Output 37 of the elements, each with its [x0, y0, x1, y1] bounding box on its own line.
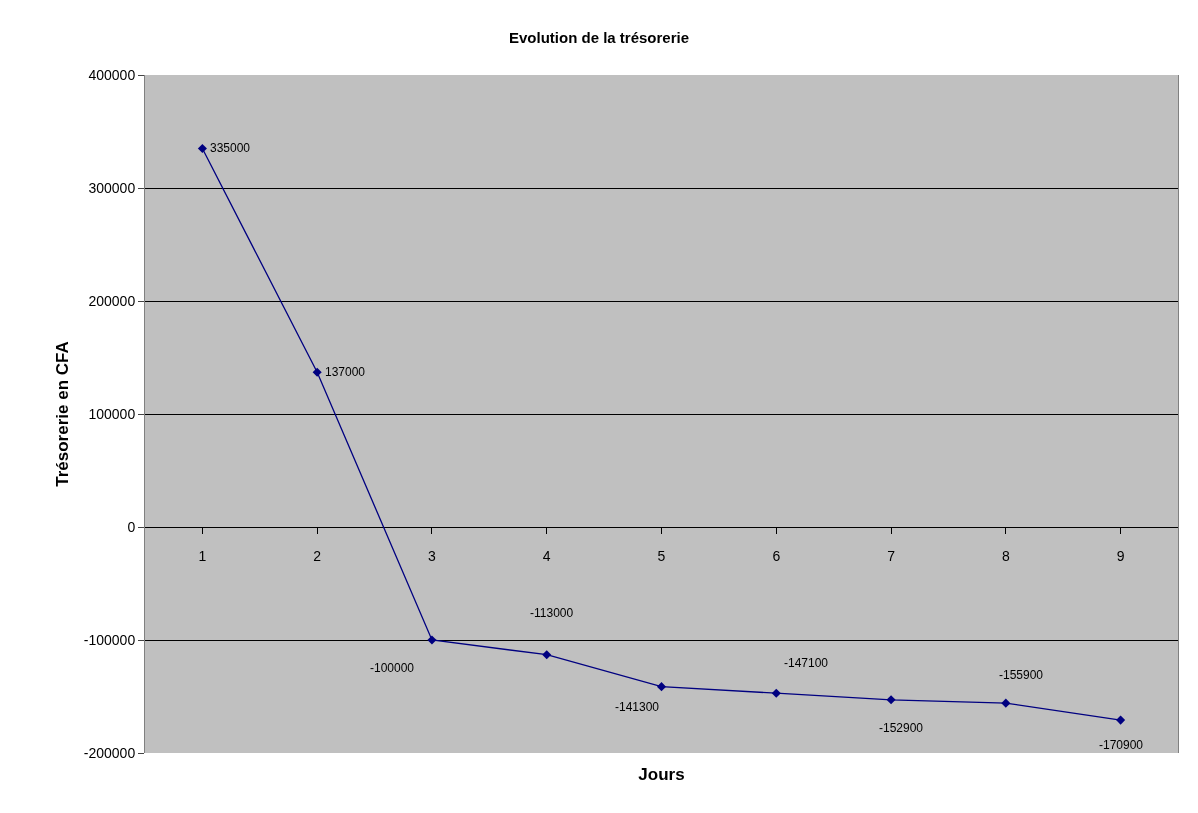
point: [656, 682, 667, 692]
y-tick-label: -100000: [83, 631, 136, 648]
x-tick-label: 2: [313, 547, 322, 564]
x-tick-label: 9: [1116, 547, 1125, 564]
y-tick-label: 0: [127, 518, 136, 535]
x-tick-label: 1: [198, 547, 207, 564]
data-label: -141300: [615, 700, 660, 714]
data-label: 137000: [325, 365, 366, 379]
point: [1116, 715, 1126, 725]
y-tick-label: -200000: [83, 744, 136, 761]
data-label: -155900: [999, 668, 1044, 682]
point: [771, 688, 781, 698]
x-tick-label: 6: [772, 547, 781, 564]
y-tick-label: 100000: [88, 405, 136, 422]
y-tick-label: 300000: [88, 179, 136, 196]
data-label: -147100: [784, 656, 829, 670]
x-axis-title: Jours: [638, 765, 685, 785]
point: [427, 635, 437, 645]
data-label: 335000: [210, 141, 251, 155]
x-tick-label: 4: [542, 547, 551, 564]
x-tick-label: 3: [428, 547, 437, 564]
y-axis-title: Trésorerie en CFA: [53, 341, 73, 487]
x-tick-label: 8: [1001, 547, 1010, 564]
point: [542, 650, 552, 660]
point: [312, 367, 322, 377]
point: [197, 143, 207, 153]
chart-title: Evolution de la trésorerie: [508, 29, 690, 47]
point: [886, 695, 896, 705]
data-label: -152900: [879, 721, 924, 735]
x-tick-label: 7: [887, 547, 896, 564]
data-label: -100000: [370, 661, 415, 675]
y-tick-label: 400000: [88, 66, 136, 83]
y-tick-label: 200000: [88, 292, 136, 309]
x-tick-label: 5: [657, 547, 666, 564]
data-label: -113000: [530, 606, 574, 620]
point: [1001, 698, 1011, 708]
data-label: -170900: [1099, 738, 1144, 752]
